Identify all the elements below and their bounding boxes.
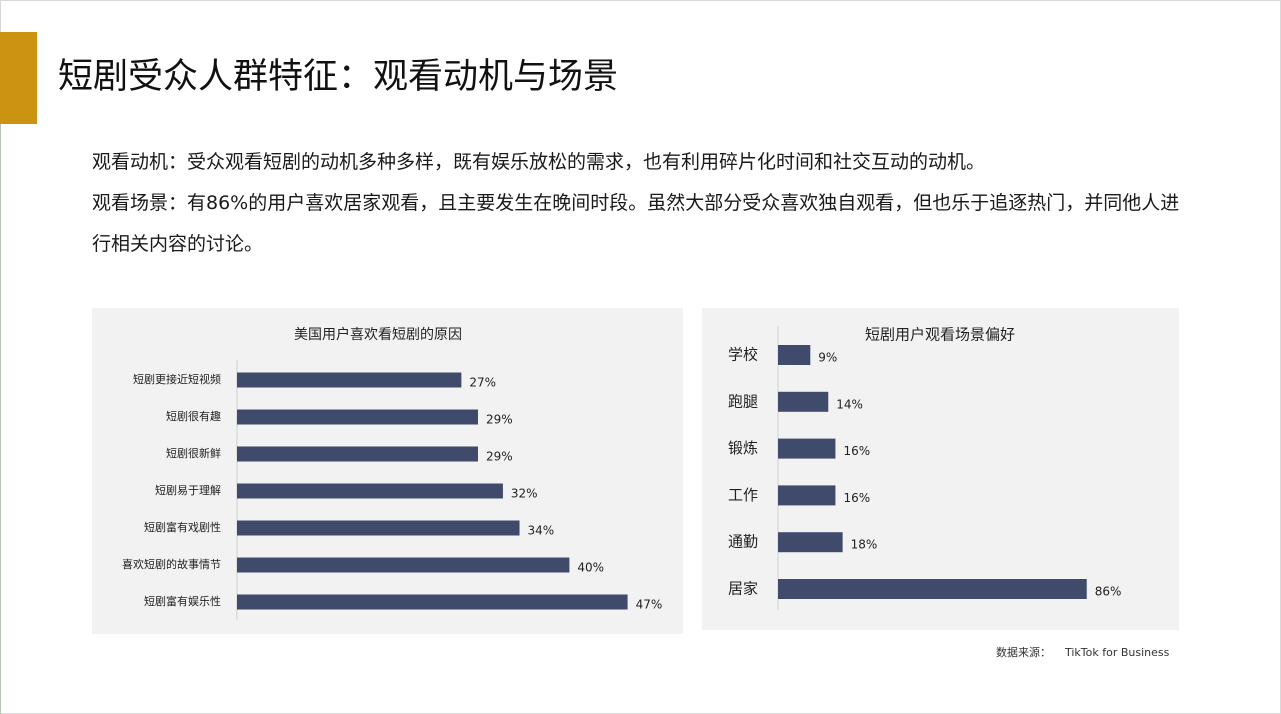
bar: [778, 345, 811, 365]
data-label: 86%: [1095, 585, 1122, 599]
bar: [237, 446, 478, 462]
chart-panel-scenarios: 短剧用户观看场景偏好学校 9% 跑腿 14% 锻炼 16% 工作 16% 通勤 18% 居家 86%: [702, 308, 1179, 630]
chart-title: 美国用户喜欢看短剧的原因: [294, 326, 462, 343]
data-label: 29%: [486, 450, 513, 464]
category-label: 短剧更接近短视频: [133, 372, 221, 386]
paragraph-scenario: 观看场景：有86%的用户喜欢居家观看，且主要发生在晚间时段。虽然大部分受众喜欢独…: [92, 192, 1180, 255]
category-label: 短剧富有娱乐性: [144, 594, 221, 608]
chart-title: 短剧用户观看场景偏好: [865, 326, 1015, 344]
data-label: 47%: [636, 598, 663, 612]
bar: [778, 579, 1087, 599]
bar: [237, 557, 570, 573]
data-label: 14%: [836, 397, 863, 411]
bar: [778, 532, 843, 553]
data-label: 32%: [511, 487, 538, 501]
page-title: 短剧受众人群特征：观看动机与场景: [58, 57, 619, 97]
data-label: 18%: [851, 538, 878, 552]
category-label: 喜欢短剧的故事情节: [122, 557, 221, 571]
data-label: 34%: [528, 524, 555, 538]
bar: [778, 438, 836, 459]
title-accent-bar: [0, 32, 37, 124]
category-label: 跑腿: [728, 392, 758, 410]
category-label: 锻炼: [728, 439, 758, 457]
data-label: 40%: [577, 561, 604, 575]
category-label: 居家: [728, 580, 758, 598]
data-label: 16%: [843, 444, 870, 458]
source-note: 数据来源： TikTok for Business: [996, 644, 1169, 660]
category-label: 短剧很有趣: [166, 409, 221, 423]
bar: [778, 485, 836, 506]
bar: [237, 594, 628, 610]
source-value: TikTok for Business: [1065, 646, 1170, 659]
data-label: 9%: [818, 351, 837, 365]
category-label: 学校: [728, 346, 758, 364]
bar: [237, 520, 520, 536]
category-label: 短剧易于理解: [155, 483, 221, 497]
bar: [237, 409, 478, 425]
category-label: 短剧富有戏剧性: [144, 520, 221, 534]
data-label: 29%: [486, 413, 513, 427]
bar: [237, 372, 462, 388]
category-label: 短剧很新鲜: [166, 446, 221, 460]
body-text: 观看动机：受众观看短剧的动机多种多样，既有娱乐放松的需求，也有利用碎片化时间和社…: [92, 142, 1182, 265]
data-label: 16%: [843, 491, 870, 505]
bar: [778, 391, 829, 412]
left-divider: [0, 124, 1, 714]
category-label: 工作: [728, 486, 758, 504]
chart-panel-reasons: 美国用户喜欢看短剧的原因短剧更接近短视频 27% 短剧很有趣 29% 短剧很新鲜 29% 短…: [92, 308, 683, 634]
data-label: 27%: [469, 376, 496, 390]
source-label: 数据来源：: [996, 646, 1051, 659]
paragraph-motivation: 观看动机：受众观看短剧的动机多种多样，既有娱乐放松的需求，也有利用碎片化时间和社…: [92, 151, 986, 173]
category-label: 通勤: [728, 533, 758, 551]
bar: [237, 483, 503, 499]
